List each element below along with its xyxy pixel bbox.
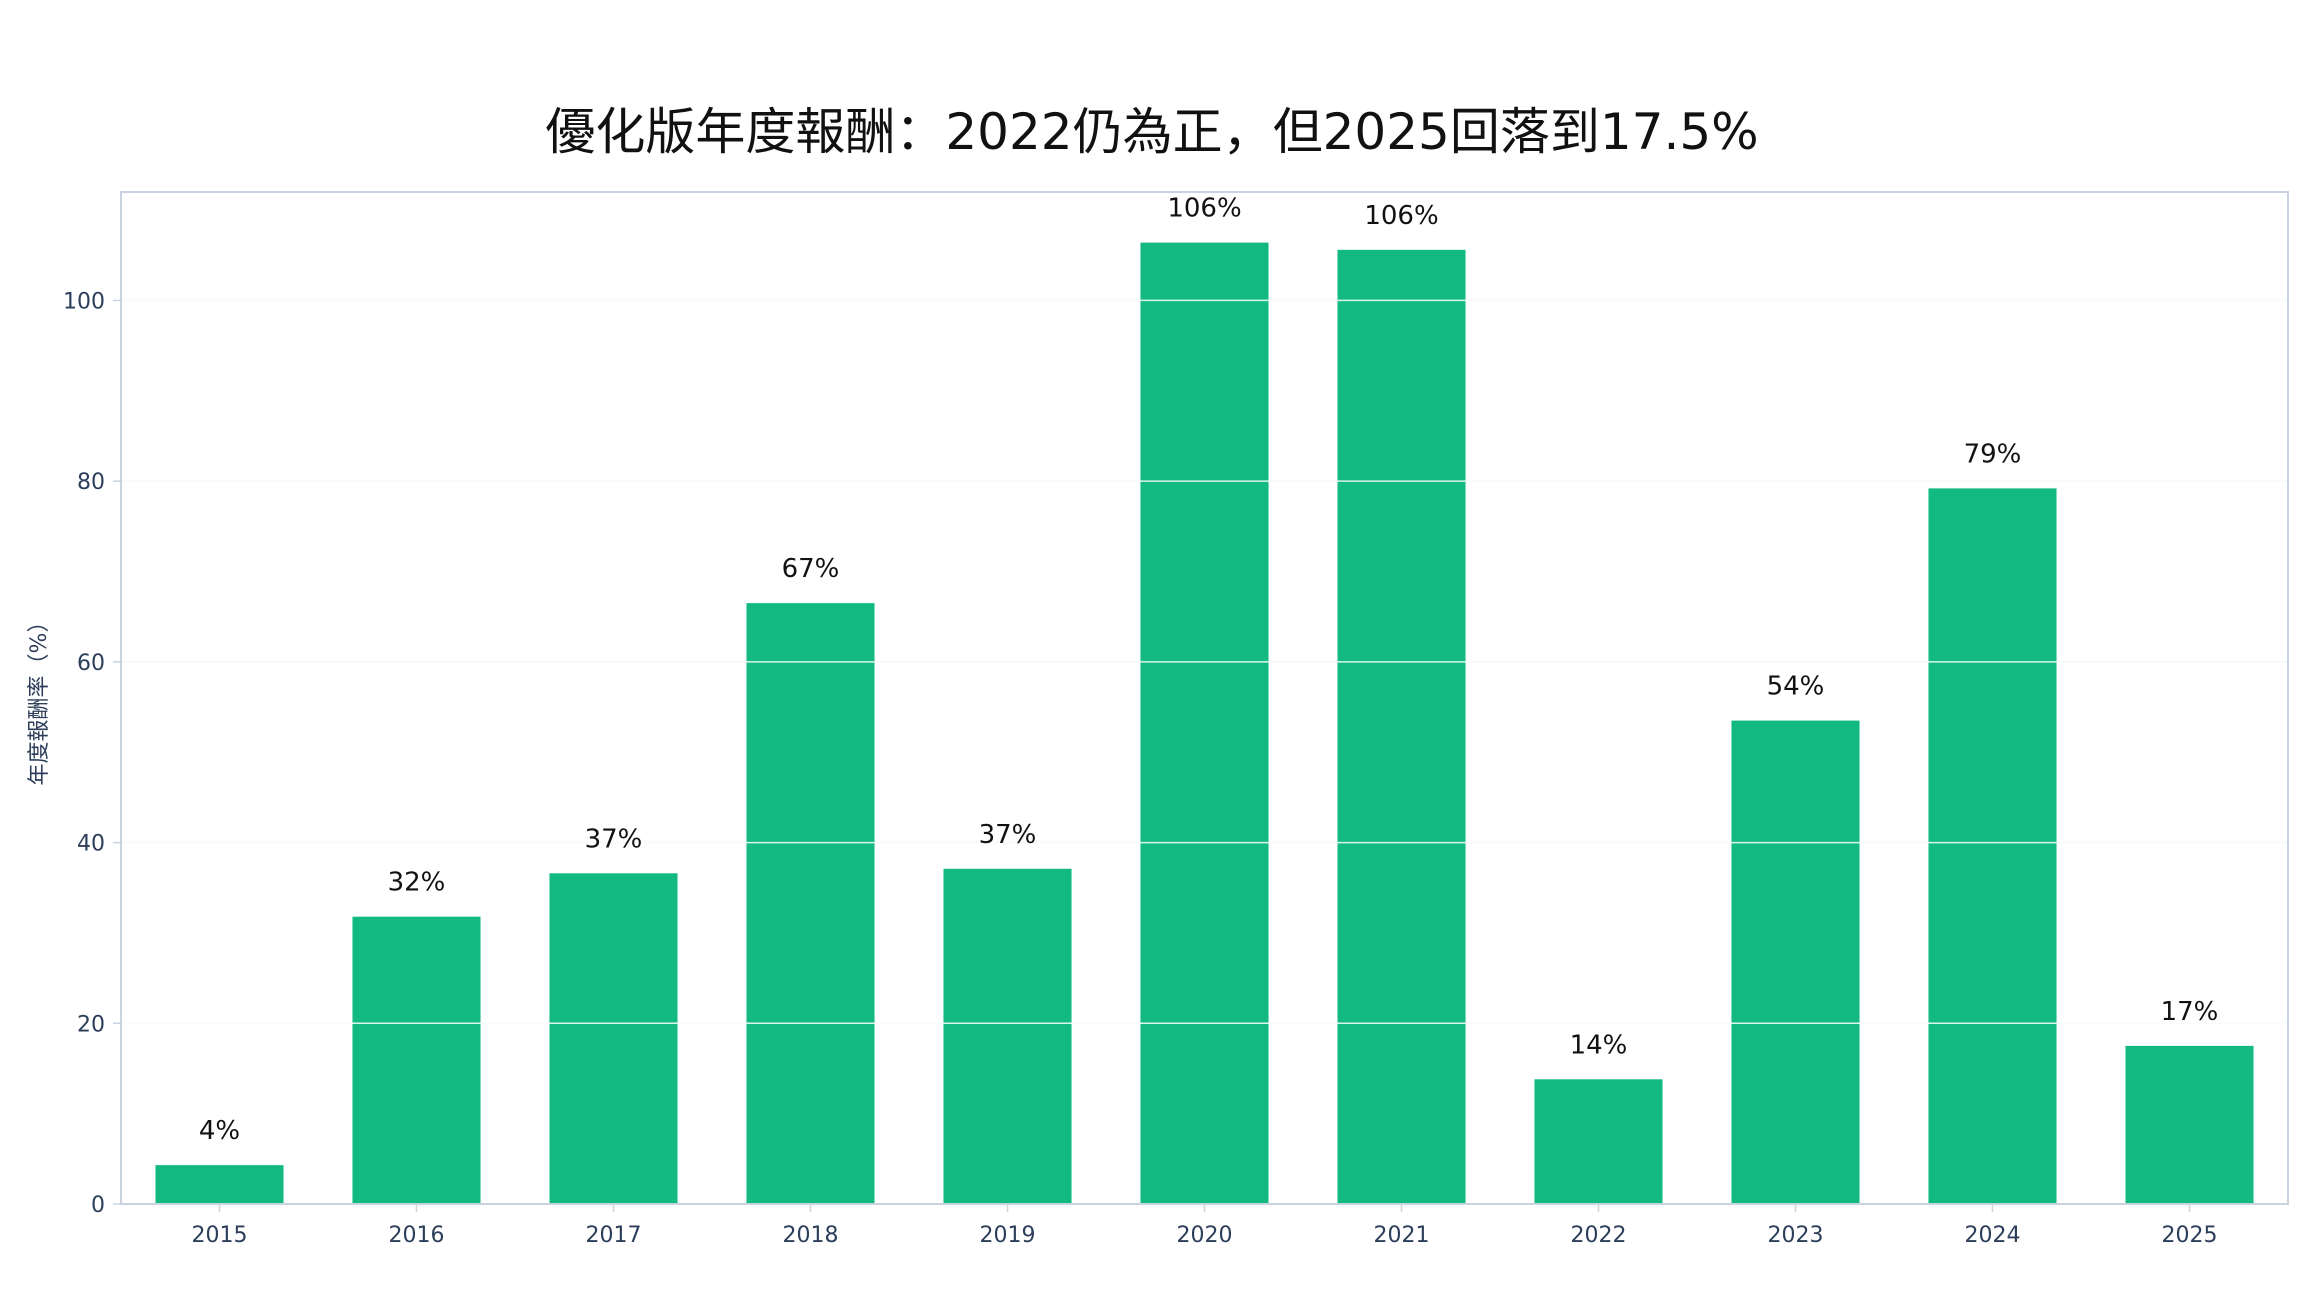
- y-tick-label: 60: [77, 651, 105, 676]
- data-label-2022: 14%: [1570, 1030, 1628, 1060]
- y-tick-label: 40: [77, 832, 105, 857]
- y-axis-title: 年度報酬率（%）: [27, 611, 52, 786]
- data-label-layer: 4% 32% 37% 67% 37% 106% 106% 14% 54% 79% 17%: [199, 194, 2219, 1147]
- bar-2018: [746, 603, 875, 1204]
- y-tick-label: 80: [77, 470, 105, 495]
- y-tick-label: 100: [63, 289, 105, 314]
- bar-2025: [2125, 1045, 2254, 1204]
- x-tick-label: 2016: [389, 1223, 445, 1248]
- chart-title: 優化版年度報酬：2022仍為正，但2025回落到17.5%: [545, 103, 1759, 161]
- data-label-2017: 37%: [585, 824, 643, 854]
- x-tick-label: 2024: [1965, 1223, 2021, 1248]
- x-tick-label: 2018: [783, 1223, 839, 1248]
- bar-2023: [1731, 720, 1860, 1204]
- data-label-2019: 37%: [979, 820, 1037, 850]
- data-label-2025: 17%: [2161, 997, 2219, 1027]
- data-label-2018: 67%: [782, 554, 840, 584]
- x-tick-label: 2020: [1177, 1223, 1233, 1248]
- data-label-2020: 106%: [1167, 194, 1241, 224]
- bar-layer: [155, 242, 2254, 1205]
- data-label-2021: 106%: [1364, 201, 1438, 231]
- y-tick-label: 0: [91, 1193, 105, 1218]
- x-tick-label: 2025: [2162, 1223, 2218, 1248]
- bar-2019: [943, 868, 1072, 1204]
- bar-2020: [1140, 242, 1269, 1205]
- bar-2021: [1337, 249, 1466, 1205]
- x-tick-label: 2023: [1768, 1223, 1824, 1248]
- bar-2015: [155, 1165, 284, 1204]
- data-label-2023: 54%: [1767, 672, 1825, 702]
- x-tick-label: 2022: [1571, 1223, 1627, 1248]
- data-label-2016: 32%: [388, 868, 446, 898]
- data-label-2015: 4%: [199, 1116, 240, 1146]
- bar-2016: [352, 916, 481, 1204]
- x-axis-ticks: 2015 2016 2017 2018 2019 2020 2021 2022 2023 2024…: [192, 1204, 2218, 1248]
- bar-2017: [549, 873, 678, 1204]
- bar-2024: [1928, 488, 2057, 1204]
- y-tick-label: 20: [77, 1012, 105, 1037]
- x-tick-label: 2017: [586, 1223, 642, 1248]
- x-tick-label: 2021: [1374, 1223, 1430, 1248]
- x-tick-label: 2015: [192, 1223, 248, 1248]
- y-axis-ticks: 0 20 40 60 80 100: [63, 289, 121, 1218]
- x-tick-label: 2019: [980, 1223, 1036, 1248]
- data-label-2024: 79%: [1964, 439, 2022, 469]
- bar-2022: [1534, 1079, 1663, 1204]
